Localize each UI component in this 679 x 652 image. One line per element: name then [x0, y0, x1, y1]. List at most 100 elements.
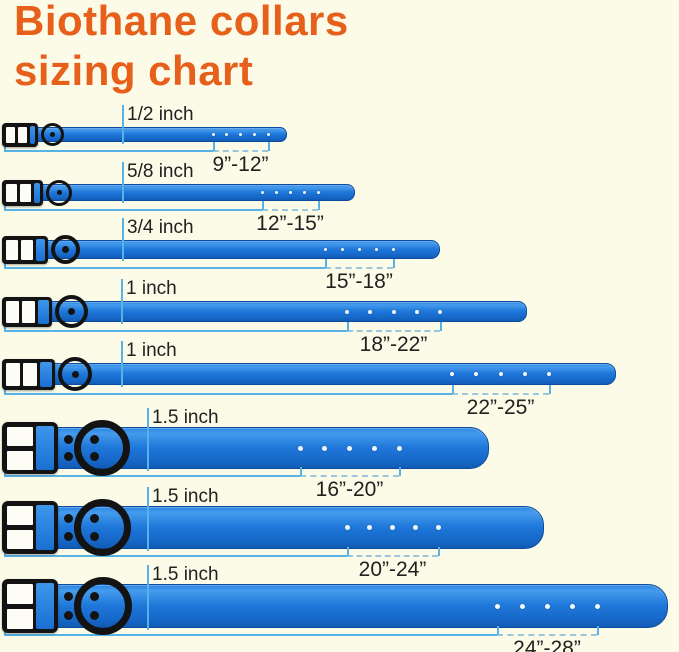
size-bracket-line [4, 634, 497, 636]
collar-size-range-label: 16”-20” [315, 478, 384, 501]
buckle-window [7, 584, 33, 604]
size-bracket-line [4, 555, 347, 557]
buckle-window [7, 609, 33, 629]
size-bracket-tick [300, 467, 302, 476]
size-bracket-dash [262, 209, 318, 211]
adjustment-hole-dot [298, 446, 303, 451]
chart-title-line1: Biothane collars [14, 0, 349, 44]
chart-title-line2: sizing chart [14, 47, 254, 94]
collar-size-range-label: 24”-28” [513, 637, 581, 652]
size-bracket-tick [325, 259, 327, 268]
size-bracket-dash [347, 330, 440, 332]
collar-size-range-label: 9”-12” [212, 153, 269, 176]
rivet-dot [64, 435, 73, 444]
width-measure-tick [122, 162, 124, 203]
rivet-dot [64, 514, 73, 523]
adjustment-hole-dot [324, 248, 327, 251]
size-bracket-dash [325, 267, 393, 269]
adjustment-hole-dot [450, 372, 454, 376]
size-bracket-line [4, 209, 262, 211]
width-measure-tick [147, 565, 149, 630]
size-bracket-tick [347, 547, 349, 556]
adjustment-hole-dot [275, 191, 278, 194]
adjustment-hole-dot [495, 604, 500, 609]
adjustment-hole-dot [390, 525, 395, 530]
width-measure-tick [121, 279, 123, 324]
buckle-window [21, 240, 33, 260]
size-bracket-line [4, 393, 452, 395]
adjustment-hole-dot [415, 310, 419, 314]
size-bracket-line [4, 475, 300, 477]
rivet-dot [90, 532, 99, 541]
collar-width-label: 1 inch [126, 278, 177, 299]
adjustment-hole-dot [372, 446, 377, 451]
size-bracket-tick [452, 385, 454, 394]
rivet-dot [57, 190, 62, 195]
buckle-strap-tab [36, 426, 54, 470]
size-bracket-dash [300, 475, 399, 477]
size-bracket-tick [318, 201, 320, 210]
adjustment-hole-dot [253, 133, 256, 136]
size-bracket-line [4, 267, 325, 269]
buckle-strap-tab [36, 583, 54, 629]
collar-width-label: 1.5 inch [152, 486, 219, 507]
size-bracket-dash [213, 150, 268, 152]
rivet-dot [68, 308, 75, 315]
adjustment-hole-dot [436, 525, 441, 530]
adjustment-hole-dot [375, 248, 378, 251]
rivet-dot [90, 452, 99, 461]
adjustment-hole-dot [595, 604, 600, 609]
buckle-window [7, 506, 33, 525]
collar-size-range-label: 20”-24” [358, 558, 427, 581]
collar-size-range-label: 12”-15” [256, 212, 324, 235]
rivet-dot [90, 611, 99, 620]
size-bracket-tick [497, 626, 499, 635]
adjustment-hole-dot [261, 191, 264, 194]
buckle-window [22, 301, 35, 323]
buckle-strap-tab [30, 126, 35, 144]
d-ring-icon [74, 420, 130, 476]
adjustment-hole-dot [212, 133, 215, 136]
collar-size-range-label: 18”-22” [359, 333, 428, 356]
size-bracket-tick [262, 201, 264, 210]
adjustment-hole-dot [392, 248, 395, 251]
adjustment-hole-dot [368, 310, 372, 314]
adjustment-hole-dot [438, 310, 442, 314]
size-bracket-tick [393, 259, 395, 268]
size-bracket-line [4, 330, 347, 332]
width-measure-tick [147, 408, 149, 471]
buckle-window [6, 184, 17, 202]
d-ring-icon [46, 180, 72, 206]
collar-width-label: 1/2 inch [127, 104, 194, 125]
rivet-dot [64, 532, 73, 541]
rivet-dot [50, 132, 55, 137]
width-measure-tick [122, 218, 124, 261]
buckle-window [20, 184, 31, 202]
buckle-window [23, 363, 37, 386]
buckle-strap-tab [36, 505, 54, 550]
adjustment-hole-dot [523, 372, 527, 376]
size-bracket-dash [347, 555, 438, 557]
buckle-window [6, 363, 20, 386]
adjustment-hole-dot [317, 191, 320, 194]
adjustment-hole-dot [225, 133, 228, 136]
rivet-dot [62, 246, 69, 253]
adjustment-hole-dot [570, 604, 575, 609]
buckle-window [6, 127, 15, 143]
d-ring-icon [74, 577, 132, 635]
adjustment-hole-dot [397, 446, 402, 451]
width-measure-tick [122, 105, 124, 144]
d-ring-icon [55, 295, 88, 328]
buckle-strap-tab [40, 362, 52, 387]
adjustment-hole-dot [367, 525, 372, 530]
size-bracket-dash [452, 393, 549, 395]
adjustment-hole-dot [545, 604, 550, 609]
rivet-dot [64, 592, 73, 601]
d-ring-icon [51, 235, 80, 264]
buckle-window [7, 530, 33, 549]
rivet-dot [90, 435, 99, 444]
collar-size-range-label: 15”-18” [325, 270, 393, 293]
buckle-window [18, 127, 27, 143]
size-bracket-tick [438, 547, 440, 556]
